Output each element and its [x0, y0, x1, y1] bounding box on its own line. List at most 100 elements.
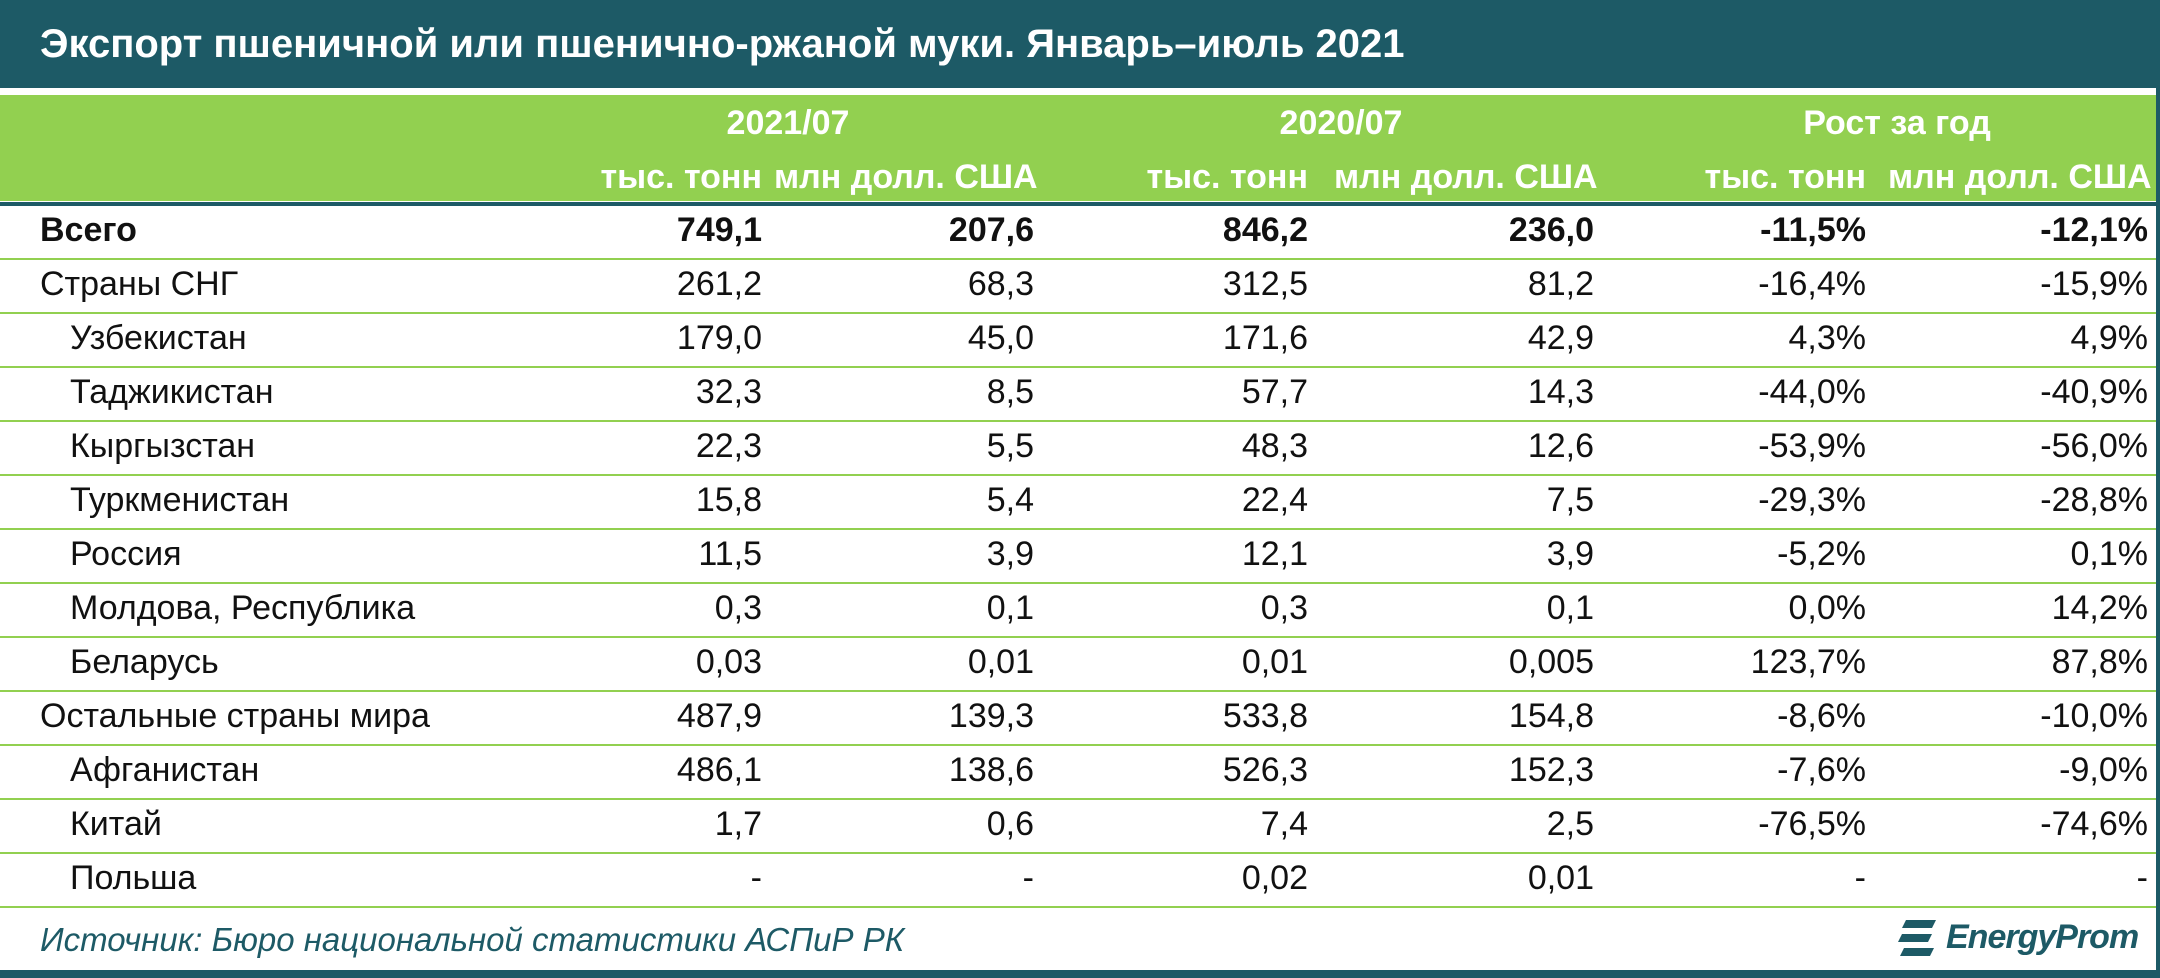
table-cell: 8,5 [986, 373, 1034, 411]
energyprom-logo-icon [1898, 920, 1936, 956]
table-cell: 3,9 [986, 535, 1034, 573]
row-separator [0, 258, 2156, 260]
column-unit-header: тыс. тонн [1704, 158, 1866, 196]
table-cell: 207,6 [948, 211, 1034, 249]
table-cell: 533,8 [1222, 697, 1308, 735]
table-cell: 5,4 [986, 481, 1034, 519]
table-cell: -28,8% [2040, 481, 2148, 519]
table-cell: 14,2% [2051, 589, 2148, 627]
table-cell: 487,9 [676, 697, 762, 735]
table-cell: 0,005 [1508, 643, 1594, 681]
table-cell: -7,6% [1777, 751, 1866, 789]
table-cell: 68,3 [967, 265, 1034, 303]
table-cell: 261,2 [676, 265, 762, 303]
header-band [0, 95, 2156, 201]
table-cell: - [750, 859, 762, 897]
row-label: Туркменистан [70, 481, 290, 519]
table-cell: -74,6% [2040, 805, 2148, 843]
table-cell: 22,3 [695, 427, 762, 465]
row-separator [0, 312, 2156, 314]
energyprom-logo: EnergyProm [1896, 910, 2146, 966]
table-cell: -53,9% [1758, 427, 1866, 465]
table-cell: -8,6% [1777, 697, 1866, 735]
column-unit-header: тыс. тонн [1146, 158, 1308, 196]
table-cell: 22,4 [1241, 481, 1308, 519]
table-cell: 0,01 [1241, 643, 1308, 681]
table-cell: 0,6 [986, 805, 1034, 843]
table-title: Экспорт пшеничной или пшенично-ржаной му… [0, 0, 2156, 88]
row-label: Узбекистан [70, 319, 247, 357]
table-cell: 138,6 [948, 751, 1034, 789]
table-cell: 81,2 [1527, 265, 1594, 303]
table-cell: 0,3 [1260, 589, 1308, 627]
logo-wordmark: EnergyProm [1946, 918, 2139, 956]
table-cell: 42,9 [1527, 319, 1594, 357]
row-label: Китай [70, 805, 162, 843]
table-cell: 45,0 [967, 319, 1034, 357]
column-unit-header: млн долл. США [774, 158, 1038, 196]
row-label: Россия [70, 535, 182, 573]
table-cell: 0,01 [967, 643, 1034, 681]
row-separator [0, 474, 2156, 476]
table-cell: 152,3 [1508, 751, 1594, 789]
table-cell: 0,1 [1546, 589, 1594, 627]
row-separator [0, 690, 2156, 692]
table-cell: 0,01 [1527, 859, 1594, 897]
table-cell: - [2136, 859, 2148, 897]
row-separator [0, 420, 2156, 422]
table-cell: -5,2% [1777, 535, 1866, 573]
table-cell: -76,5% [1758, 805, 1866, 843]
table-cell: 846,2 [1222, 211, 1308, 249]
row-separator [0, 906, 2156, 908]
table-cell: -10,0% [2040, 697, 2148, 735]
table-cell: 7,5 [1546, 481, 1594, 519]
table-cell: 12,6 [1527, 427, 1594, 465]
table-cell: -44,0% [1758, 373, 1866, 411]
table-cell: 4,9% [2070, 319, 2149, 357]
table-cell: 749,1 [676, 211, 762, 249]
table-cell: 12,1 [1241, 535, 1308, 573]
table-cell: 154,8 [1508, 697, 1594, 735]
row-separator [0, 744, 2156, 746]
row-separator [0, 528, 2156, 530]
row-label: Страны СНГ [40, 265, 239, 303]
row-separator [0, 582, 2156, 584]
row-label: Кыргызстан [70, 427, 256, 465]
bottom-rule [0, 970, 2160, 978]
table-cell: 0,1% [2070, 535, 2149, 573]
source-note: Источник: Бюро национальной статистики А… [40, 921, 905, 958]
table-cell: 0,3 [714, 589, 762, 627]
table-cell: 0,1 [986, 589, 1034, 627]
column-group-header: 2021/07 [726, 104, 850, 142]
row-separator [0, 852, 2156, 854]
table-cell: 1,7 [714, 805, 762, 843]
row-label: Остальные страны мира [40, 697, 430, 735]
table-cell: 312,5 [1222, 265, 1308, 303]
table-cell: 0,02 [1241, 859, 1308, 897]
row-label: Молдова, Республика [70, 589, 416, 627]
table-cell: 57,7 [1241, 373, 1308, 411]
row-separator [0, 636, 2156, 638]
table-cell: 236,0 [1508, 211, 1594, 249]
table-cell: 48,3 [1241, 427, 1308, 465]
row-separator [0, 202, 2156, 206]
table-cell: 179,0 [676, 319, 762, 357]
row-label: Польша [70, 859, 197, 897]
table-cell: -9,0% [2059, 751, 2148, 789]
table-cell: -56,0% [2040, 427, 2148, 465]
table-cell: -16,4% [1758, 265, 1866, 303]
table-cell: -40,9% [2040, 373, 2148, 411]
column-unit-header: млн долл. США [1888, 158, 2152, 196]
table-cell: -15,9% [2040, 265, 2148, 303]
table-cell: 0,0% [1788, 589, 1867, 627]
table-cell: 11,5 [698, 535, 762, 573]
table-cell: -12,1% [2040, 211, 2148, 249]
column-unit-header: млн долл. США [1334, 158, 1598, 196]
table-cell: 5,5 [986, 427, 1034, 465]
table-cell: 7,4 [1260, 805, 1308, 843]
table-cell: 3,9 [1546, 535, 1594, 573]
column-group-header: 2020/07 [1279, 104, 1403, 142]
table-cell: 139,3 [948, 697, 1034, 735]
table-cell: 87,8% [2051, 643, 2148, 681]
